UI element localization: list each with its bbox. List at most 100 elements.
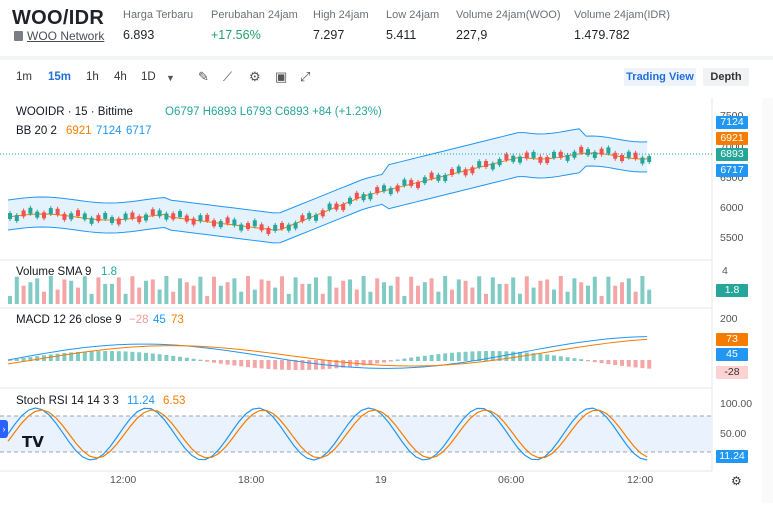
macd-histogram-bar xyxy=(314,360,318,370)
volume-bar xyxy=(191,285,196,304)
macd-histogram-bar xyxy=(402,358,407,361)
volume-bar xyxy=(558,276,563,304)
candle-body xyxy=(157,210,162,217)
macd-histogram-bar xyxy=(368,360,373,365)
macd-histogram-bar xyxy=(171,355,176,361)
interval-1h[interactable]: 1h xyxy=(86,71,99,83)
price-chart[interactable]: WOOIDR · 15 · Bittime O6797 H6893 L6793 … xyxy=(0,98,760,503)
macd-histogram-bar xyxy=(178,356,182,361)
macd-histogram-bar xyxy=(21,358,26,361)
candle-body xyxy=(89,217,94,224)
fullscreen-icon[interactable]: ⤢ xyxy=(300,69,311,84)
divider xyxy=(0,56,773,60)
candle-body xyxy=(69,213,74,220)
candle-body xyxy=(463,169,468,176)
network-name[interactable]: WOO Network xyxy=(27,29,105,43)
candle-body xyxy=(307,213,312,220)
interval-1d[interactable]: 1D xyxy=(141,71,156,83)
interval-1m[interactable]: 1m xyxy=(16,71,32,83)
stat-label-change: Perubahan 24jam xyxy=(211,9,298,21)
volume-bar xyxy=(96,277,101,304)
macd-histogram-bar xyxy=(212,360,216,363)
candle-body xyxy=(327,203,332,210)
stat-label-volume-idr: Volume 24jam(IDR) xyxy=(574,9,670,21)
volume-bar xyxy=(232,278,237,304)
macd-tag-hist: -28 xyxy=(716,366,748,379)
macd-histogram-bar xyxy=(375,360,380,364)
tab-trading-view[interactable]: Trading View xyxy=(624,68,696,86)
volume-bar xyxy=(606,276,611,304)
settings-icon[interactable]: ⚙ xyxy=(731,474,742,488)
volume-bar xyxy=(212,276,216,304)
macd-histogram-bar xyxy=(123,351,128,361)
macd-histogram-bar xyxy=(456,352,461,361)
volume-bar xyxy=(307,283,312,304)
macd-histogram-bar xyxy=(191,358,196,361)
volume-bar xyxy=(402,295,407,304)
x-tick-0600: 06:00 xyxy=(498,474,525,486)
bollinger-band-fill xyxy=(8,128,648,243)
volume-bar xyxy=(273,287,278,304)
stat-value-high: 7.297 xyxy=(313,28,345,42)
candle-body xyxy=(647,156,652,163)
volume-bar xyxy=(368,291,373,304)
save-icon[interactable]: ▣ xyxy=(275,69,288,84)
interval-15m[interactable]: 15m xyxy=(48,71,72,83)
stat-value-volume-idr: 1.479.782 xyxy=(574,28,630,42)
volume-bar xyxy=(341,280,346,304)
tab-depth[interactable]: Depth xyxy=(703,68,749,86)
scrollbar[interactable] xyxy=(762,98,773,503)
stat-label-high: High 24jam xyxy=(313,9,369,21)
rsi-axis-100: 100.00 xyxy=(720,398,753,410)
macd-histogram-bar xyxy=(450,352,454,361)
volume-bar xyxy=(239,291,244,304)
bb-lower-value: 6717 xyxy=(126,125,152,137)
indicator-icon[interactable]: ⟋ xyxy=(223,69,233,84)
volume-bar xyxy=(565,291,570,304)
chart-canvas[interactable] xyxy=(0,98,760,503)
candle-body xyxy=(280,223,284,230)
candle-body xyxy=(552,151,556,158)
expand-panel-button[interactable]: › xyxy=(0,420,8,438)
volume-bar xyxy=(266,280,271,304)
volume-bar xyxy=(599,295,604,304)
tradingview-logo: 𝗧𝗩 xyxy=(22,434,44,451)
candle-body xyxy=(524,152,529,159)
candle-body xyxy=(144,214,148,221)
volume-bar xyxy=(490,277,495,304)
macd-histogram-bar xyxy=(490,351,495,361)
macd-histogram-bar xyxy=(110,351,114,361)
macd-histogram-bar xyxy=(470,351,475,361)
draw-pen-icon[interactable]: ✎ xyxy=(198,69,209,84)
volume-bar xyxy=(470,287,475,304)
rsi-tag: 11.24 xyxy=(716,450,748,463)
gear-icon[interactable]: ⚙ xyxy=(249,69,261,84)
candle-body xyxy=(490,163,495,170)
volume-label: Volume SMA 9 xyxy=(16,266,92,278)
volume-bar xyxy=(164,276,169,304)
volume-bar xyxy=(300,283,305,304)
candle-body xyxy=(184,215,189,222)
macd-histogram-bar xyxy=(103,351,108,361)
volume-bar xyxy=(436,291,441,304)
candle-body xyxy=(273,224,278,231)
interval-4h[interactable]: 4h xyxy=(114,71,127,83)
macd-histogram-bar xyxy=(69,352,74,361)
volume-bar xyxy=(150,279,155,304)
volume-bar xyxy=(157,289,162,304)
macd-histogram-bar xyxy=(586,360,590,362)
document-icon xyxy=(14,31,23,41)
network-link[interactable]: WOO Network xyxy=(14,29,104,43)
volume-bar xyxy=(477,276,482,304)
candle-body xyxy=(48,208,53,215)
chevron-down-icon[interactable]: ▼ xyxy=(166,73,175,83)
macd-signal-line xyxy=(7,338,648,367)
candle-body xyxy=(300,215,305,222)
candle-body xyxy=(450,168,454,175)
y-tick-5500: 5500 xyxy=(720,232,744,244)
candle-body xyxy=(14,215,19,222)
ohlc-values: O6797 H6893 L6793 C6893 +84 (+1.23%) xyxy=(165,106,382,118)
volume-bar xyxy=(545,279,550,304)
candle-body xyxy=(456,166,461,173)
volume-bar xyxy=(178,278,182,304)
